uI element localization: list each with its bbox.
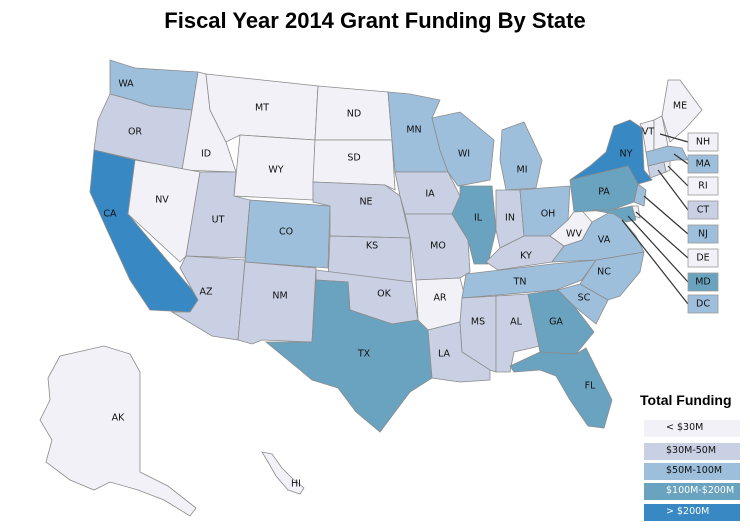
state-label: NY [620,149,633,160]
state-il [451,185,497,265]
state-nv [127,159,201,263]
state-label: OK [377,289,391,300]
state-sd [312,139,396,191]
state-label: NC [597,267,611,278]
state-label: CA [103,209,117,220]
state-label: FL [585,381,596,392]
state-label: VA [598,235,611,246]
legend-swatch [644,483,740,500]
callout-ct: CT [687,200,719,220]
legend-swatch [644,420,740,437]
state-label: ME [673,101,687,112]
legend-item: > $200M [644,504,740,521]
state-label: WV [566,229,582,240]
callout-de: DE [687,248,719,268]
state-label: NE [359,197,372,208]
state-wv [549,205,593,247]
legend-item: $50M-100M [644,463,740,480]
state-label: TX [357,349,371,360]
state-label: NV [155,195,169,206]
state-label: MS [471,317,485,328]
callout-md: MD [687,272,719,292]
svg-text:DC: DC [696,299,710,310]
state-labels: WA OR CA ID NV MT WY UT CO AZ NM ND SD N… [103,79,687,490]
legend-label: > $200M [666,506,710,517]
state-label: IA [425,189,435,200]
state-mi [499,121,543,191]
state-label: WY [268,165,283,176]
state-label: ID [201,149,211,160]
state-label: TN [513,277,527,288]
state-label: OR [128,127,142,138]
callout-nj: NJ [687,224,719,244]
state-label: SC [578,293,591,304]
callout-dc: DC [687,294,719,314]
state-label: AL [510,317,522,328]
state-label: WA [118,79,134,90]
callout-nh: NH [687,132,719,152]
legend-label: $100M-$200M [666,485,735,496]
state-md [591,205,637,223]
state-ak [39,345,197,517]
legend-label: $30M-50M [666,445,717,456]
svg-text:RI: RI [698,181,707,192]
state-tx [264,279,433,433]
svg-text:MD: MD [695,277,711,288]
state-label: GA [549,317,563,328]
state-label: KY [520,251,532,262]
state-co [244,199,331,269]
state-label: OH [541,209,556,220]
callout-boxes: NH MA RI CT NJ DE MD DC [687,132,719,314]
state-label: PA [598,187,610,198]
callout-ri: RI [687,176,719,196]
legend-swatch [644,463,740,480]
state-nh [653,115,669,151]
svg-text:DE: DE [696,253,709,264]
state-label: VT [642,127,654,138]
state-label: MO [430,241,446,252]
state-fl [509,347,613,429]
state-label: AZ [199,287,212,298]
state-label: AK [112,413,125,424]
state-label: HI [291,479,301,490]
legend-item: < $30M [644,420,740,437]
state-me [661,79,703,143]
legend-swatch [644,504,740,521]
state-hi [261,451,305,495]
map-title: Fiscal Year 2014 Grant Funding By State [164,8,586,33]
state-label: KS [366,241,378,252]
state-label: AR [433,293,446,304]
state-label: MT [255,103,269,114]
state-label: NM [272,291,287,302]
legend-label: < $30M [666,422,704,433]
callout-ma: MA [687,154,719,174]
legend-item: $30M-50M [644,443,740,460]
state-label: WI [458,149,470,160]
svg-text:NJ: NJ [698,229,708,240]
state-nm [237,261,317,345]
state-nj [633,183,647,207]
svg-text:NH: NH [696,137,710,148]
state-wi [431,111,495,187]
state-label: ND [347,109,361,120]
svg-text:CT: CT [697,205,710,216]
state-label: UT [212,215,225,226]
state-label: CO [279,227,293,238]
state-label: MN [406,125,421,136]
state-label: IN [505,213,515,224]
state-label: MI [517,165,528,176]
legend-label: $50M-100M [666,465,723,476]
svg-text:MA: MA [696,159,711,170]
callout-leaders [621,133,689,305]
state-sc [557,283,609,325]
legend-title: Total Funding [640,392,732,408]
state-label: IL [474,213,483,224]
legend-swatch [644,443,740,460]
state-label: LA [438,349,451,360]
state-label: SD [347,153,360,164]
legend-item: $100M-$200M [644,483,740,500]
state-vt [639,119,655,153]
